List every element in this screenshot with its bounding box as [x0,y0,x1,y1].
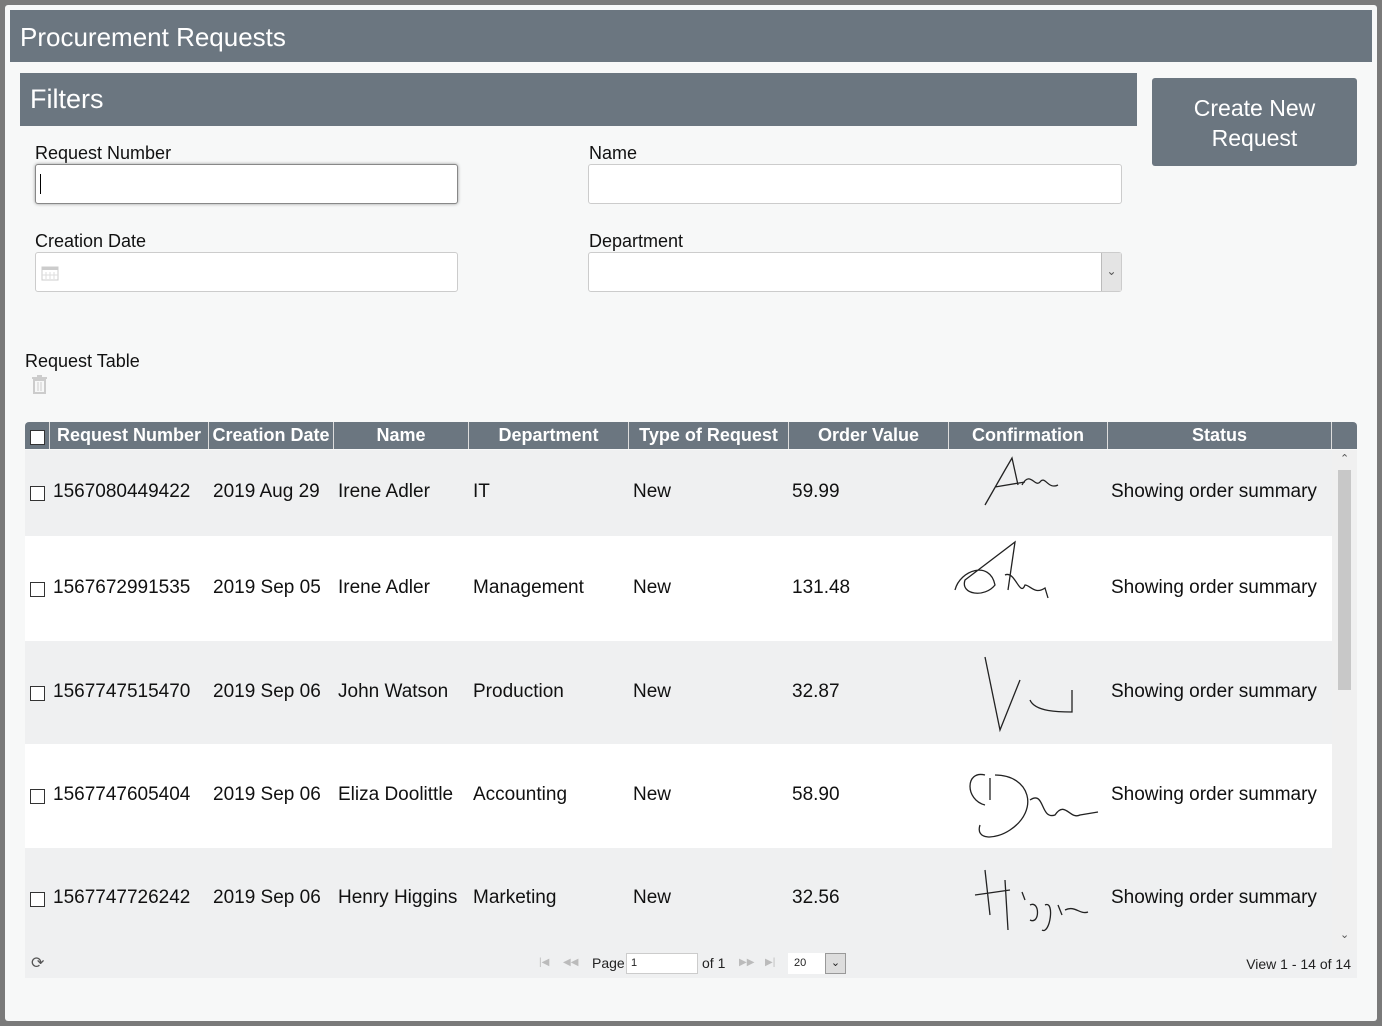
last-page-icon[interactable]: ▶| [765,957,776,968]
column-header[interactable]: Request Number [50,422,209,449]
page-title: Procurement Requests [10,10,1372,62]
department-cell: Marketing [473,887,557,908]
page-size-value: 20 [794,957,807,969]
request-number-cell: 1567747605404 [53,784,191,805]
request-table-label: Request Table [25,351,140,371]
department-cell: IT [473,481,490,502]
prev-page-icon[interactable]: ◀◀ [563,957,579,968]
table-scrollbar[interactable]: ⌃ ⌄ [1332,450,1357,950]
page-label: Page [592,955,625,971]
column-header[interactable]: Status [1108,422,1332,449]
status-cell: Showing order summary [1111,680,1317,702]
row-checkbox[interactable] [30,685,45,701]
name-label: Name [589,143,638,163]
request-number-cell: 1567672991535 [53,576,191,598]
column-header[interactable]: Creation Date [209,422,334,449]
status-cell: Showing order summary [1111,784,1317,805]
name-cell: John Watson [338,680,449,702]
creation-date-label: Creation Date [35,231,147,251]
name-cell: Irene Adler [338,481,430,502]
refresh-icon[interactable]: ⟳ [31,955,45,972]
first-page-icon[interactable]: |◀ [539,957,550,968]
request-number-input[interactable] [35,164,458,204]
column-header[interactable]: Confirmation [949,422,1108,449]
trash-icon[interactable] [31,375,48,394]
order-value-cell: 58.90 [792,784,840,805]
name-cell: Irene Adler [338,576,430,598]
request-number-cell: 1567080449422 [53,481,191,502]
request-number-label: Request Number [35,143,172,163]
row-checkbox[interactable] [30,892,45,907]
column-header[interactable]: Name [334,422,469,449]
order-value-cell: 32.56 [792,887,840,908]
column-header[interactable]: Order Value [789,422,949,449]
row-checkbox[interactable] [30,581,45,597]
column-header[interactable]: Type of Request [629,422,789,449]
creation-date-input[interactable] [35,252,458,292]
table-row[interactable]: 1567747726242 2019 Sep 06 Henry Higgins … [25,848,1332,950]
column-header[interactable]: Department [469,422,629,449]
chevron-down-icon[interactable]: ⌄ [1101,253,1121,291]
page-input[interactable]: 1 [626,953,698,974]
department-cell: Production [473,680,564,702]
department-cell: Management [473,576,584,598]
select-all-checkbox[interactable] [30,430,45,445]
department-label: Department [589,231,684,251]
row-checkbox[interactable] [30,789,45,804]
name-cell: Eliza Doolittle [338,784,454,805]
scrollbar-thumb[interactable] [1338,470,1351,690]
next-page-icon[interactable]: ▶▶ [739,957,755,968]
department-select[interactable]: ⌄ [588,252,1122,292]
order-value-cell: 59.99 [792,481,840,502]
name-input[interactable] [588,164,1122,204]
table-row[interactable]: 1567080449422 2019 Aug 29 Irene Adler IT… [25,450,1332,536]
table-row[interactable]: 1567747605404 2019 Sep 06 Eliza Doolittl… [25,744,1332,848]
table-header: Request Number Creation Date Name Depart… [25,422,1357,449]
type-cell: New [633,680,672,702]
status-cell: Showing order summary [1111,887,1317,908]
creation-date-cell: 2019 Sep 05 [213,576,321,598]
creation-date-cell: 2019 Sep 06 [213,887,321,908]
scroll-up-icon[interactable]: ⌃ [1340,453,1350,465]
page-size-select[interactable]: 20 ⌄ [788,953,846,974]
department-cell: Accounting [473,784,568,805]
calendar-icon[interactable] [41,265,59,281]
status-cell: Showing order summary [1111,481,1317,502]
creation-date-cell: 2019 Sep 06 [213,784,321,805]
name-cell: Henry Higgins [338,887,458,908]
request-number-cell: 1567747726242 [53,887,191,908]
view-count: View 1 - 14 of 14 [1246,956,1351,972]
chevron-down-icon[interactable]: ⌄ [825,953,846,974]
table-row[interactable]: 1567747515470 2019 Sep 06 John Watson Pr… [25,641,1332,744]
status-cell: Showing order summary [1111,576,1317,598]
creation-date-cell: 2019 Sep 06 [213,680,321,702]
order-value-cell: 32.87 [792,680,840,702]
table-pager: ⟳ |◀ ◀◀ Page 1 of 1 ▶▶ ▶| 20 ⌄ View 1 - 1… [25,950,1357,978]
page-count: of 1 [702,955,726,971]
scroll-down-icon[interactable]: ⌄ [1340,929,1350,941]
creation-date-cell: 2019 Aug 29 [213,481,320,502]
table-row[interactable]: 1567672991535 2019 Sep 05 Irene Adler Ma… [25,536,1332,641]
create-new-request-button[interactable]: Create New Request [1152,78,1357,166]
filters-heading: Filters [20,73,1137,126]
request-number-cell: 1567747515470 [53,680,191,702]
type-cell: New [633,481,672,502]
row-checkbox[interactable] [30,486,45,501]
type-cell: New [633,784,672,805]
type-cell: New [633,887,672,908]
select-all-cell [25,422,50,449]
type-cell: New [633,576,672,598]
order-value-cell: 131.48 [792,576,851,598]
